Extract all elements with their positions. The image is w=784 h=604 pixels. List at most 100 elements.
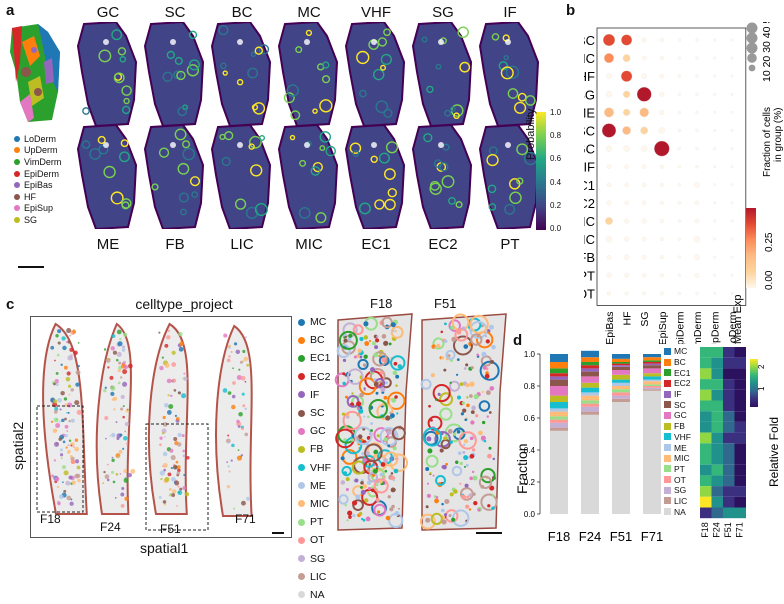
cell-dot [120,492,125,497]
cell-dot [176,465,181,469]
cell-dot [488,411,492,414]
heatmap-cell [711,507,723,519]
dot-plot-dot [624,218,630,224]
cell-dot [344,395,348,399]
dot-plot-dot [730,92,734,96]
dot-plot-dot [713,273,717,277]
cell-dot [480,324,484,328]
cell-dot [171,493,176,497]
size-legend-values: 10 20 30 40 50 [761,22,773,82]
cell-dot [68,419,71,423]
cell-dot [383,458,388,463]
cell-dot [359,392,364,398]
cell-dot [392,479,396,482]
dot-plot-dot [604,107,614,118]
cell-dot [58,437,62,441]
dot-plot-dot [622,126,631,135]
cell-dot [391,397,397,403]
cell-dot [491,494,495,498]
cell-dot [68,475,73,480]
legend-item: LIC [664,496,704,507]
legend-swatch [664,390,671,398]
heatmap-cell [734,347,746,358]
dot-plot-dot [659,73,665,79]
dot-plot-col-label: VimDerm [692,311,704,344]
legend-item: MC [664,346,704,357]
cell-dot [105,437,107,440]
cell-dot [65,340,68,343]
legend-item: OT [664,474,704,485]
legend-swatch [298,518,305,526]
legend-label: HF [24,191,36,202]
cell-dot [236,374,242,381]
cell-ring [341,465,352,477]
heatmap-cell [734,379,746,390]
cell-dot [112,350,117,355]
cell-dot [123,332,128,337]
size-legend-dot [746,32,758,44]
cell-dot [112,480,116,484]
cell-dot [466,403,470,408]
cell-dot [394,511,400,517]
cell-dot [230,459,233,462]
dot-plot-dot [713,219,717,223]
dot-plot-dot [713,92,717,96]
cell-dot [246,363,250,367]
dot-plot-dot [659,109,665,115]
cell-dot [345,487,349,492]
dot-plot-col-label: EpiDerm [674,311,686,344]
dot-plot-row-label: EC2 [584,196,595,211]
cell-dot [228,355,231,358]
cell-dot [55,371,59,375]
cell-dot [457,451,462,455]
cell-dot [459,482,462,485]
dot-plot-col-label: EpiBas [604,312,616,345]
heatmap-cell [700,486,712,497]
cell-dot [235,349,241,355]
cell-dot [162,451,168,457]
legend-swatch [298,391,305,399]
dot-plot-dot [695,38,699,42]
cell-ring [391,426,406,441]
cell-dot [109,375,114,380]
cell-dot [170,394,173,398]
dot-plot-dot [730,255,734,259]
bar-segment [550,427,568,431]
cell-dot [466,495,470,499]
legend-label: NA [674,506,686,517]
cell-dot [177,468,181,473]
cell-dot [181,393,187,399]
cell-ring [368,398,389,419]
dot-plot-row-label: BC [584,33,595,48]
cell-dot [66,430,69,432]
size-legend-dot [747,53,757,63]
dot-plot-dot [713,74,717,78]
cell-dot [168,487,172,491]
dot-plot-dot [642,291,647,296]
stacked-bar-chart: 0.0 0.2 0.4 0.6 0.8 1.0 F18 F24 F51 F71 [524,350,663,544]
dot-plot-col-label: EpiSup [657,311,669,344]
cell-dot [380,387,386,392]
cell-dot [228,470,231,473]
bar-segment [550,368,568,374]
heatmap-cell [700,432,712,444]
legend-swatch [664,422,671,430]
top-tile-label: SC [164,4,186,21]
cell-dot [159,436,163,440]
legend-label: MIC [310,497,330,510]
dot-plot-dot [641,55,647,61]
cell-dot [358,511,363,516]
bar-segment [643,368,661,374]
cell-ring [353,426,373,445]
cell-dot [74,459,80,464]
bar-segment [550,373,568,377]
dot-plot-dot [659,291,664,296]
legend-label: EC1 [310,352,331,365]
cell-dot [244,380,247,383]
cell-dot [222,388,228,393]
cell-dot [55,423,61,428]
probability-colorbar-tick: 1.0 [550,108,562,117]
cell-dot [485,390,491,396]
panel-b-letter: b [566,2,576,19]
cell-dot [459,461,463,466]
